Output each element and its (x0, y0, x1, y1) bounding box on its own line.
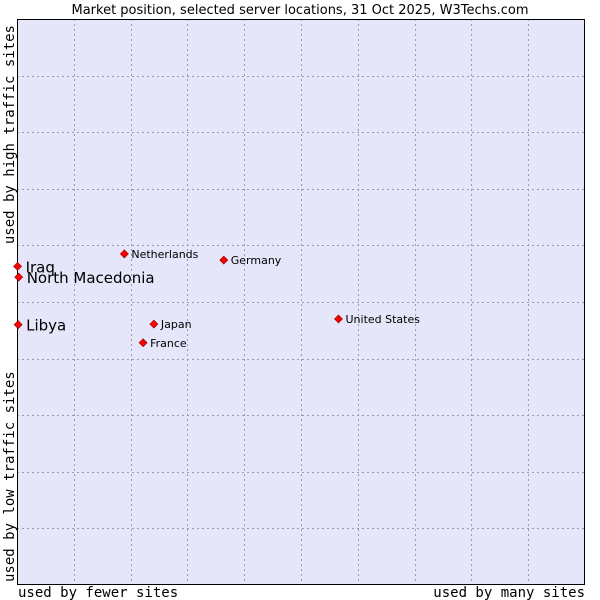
point-marker-netherlands (119, 249, 129, 259)
point-marker-france (138, 338, 148, 348)
point-marker-north-macedonia (14, 272, 24, 282)
point-label-libya: Libya (26, 317, 66, 335)
x-axis-label-right: used by many sites (433, 585, 585, 600)
point-marker-united-states (334, 314, 343, 324)
point-marker-libya (13, 320, 23, 330)
point-marker-germany (219, 255, 229, 265)
point-marker-iraq (13, 261, 22, 271)
y-axis-label-bottom: used by low traffic sites (2, 371, 18, 582)
grid-lines (17, 19, 585, 585)
data-point-united-states: United States (334, 313, 420, 326)
point-label-north-macedonia: North Macedonia (27, 269, 155, 287)
point-label-japan: Japan (160, 318, 192, 331)
plot-border (17, 19, 585, 585)
point-label-france: France (150, 337, 187, 350)
data-point-libya: Libya (13, 317, 66, 335)
data-point-iraq: Iraq (13, 258, 55, 276)
point-label-germany: Germany (231, 254, 282, 267)
x-axis-label-left: used by fewer sites (18, 585, 178, 600)
point-label-netherlands: Netherlands (131, 248, 198, 261)
y-axis-label-top: used by high traffic sites (2, 25, 18, 244)
point-label-united-states: United States (345, 313, 420, 326)
chart-title: Market position, selected server locatio… (71, 3, 528, 18)
point-label-iraq: Iraq (26, 258, 55, 276)
data-point-netherlands: Netherlands (119, 248, 199, 261)
data-point-north-macedonia: North Macedonia (14, 269, 155, 287)
data-point-france: France (138, 337, 187, 350)
data-point-japan: Japan (149, 318, 192, 331)
point-marker-japan (149, 319, 159, 329)
data-point-germany: Germany (219, 254, 282, 267)
